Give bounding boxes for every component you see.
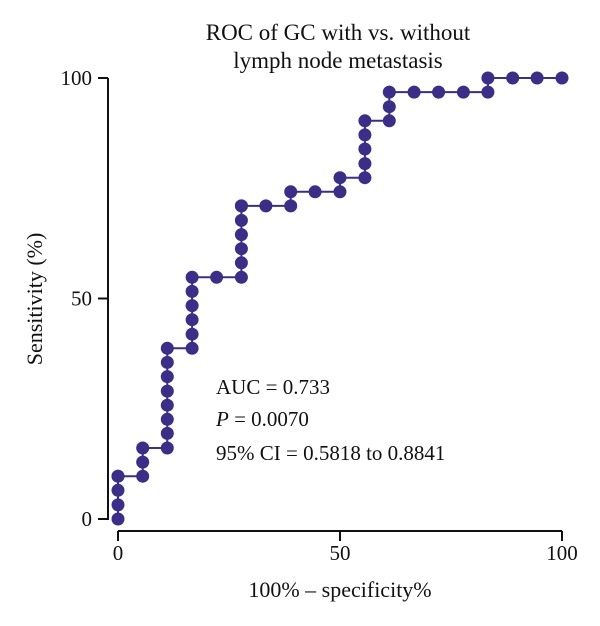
roc-point — [308, 185, 322, 199]
roc-point — [111, 512, 125, 526]
roc-point — [259, 199, 273, 213]
roc-point — [358, 157, 372, 171]
roc-point — [382, 85, 396, 99]
roc-point — [506, 71, 520, 85]
roc-point — [481, 85, 495, 99]
roc-point — [234, 242, 248, 256]
roc-point — [382, 100, 396, 114]
roc-point — [185, 341, 199, 355]
roc-point — [160, 355, 174, 369]
roc-point — [234, 270, 248, 284]
roc-point — [234, 199, 248, 213]
roc-point — [333, 185, 347, 199]
roc-point — [185, 313, 199, 327]
roc-point — [284, 185, 298, 199]
roc-points — [111, 71, 569, 526]
roc-point — [160, 412, 174, 426]
roc-point — [136, 469, 150, 483]
axis-ticks: 0 50 100 0 50 100 — [61, 66, 578, 565]
roc-point — [111, 498, 125, 512]
roc-point — [481, 71, 495, 85]
roc-point — [234, 228, 248, 242]
x-tick-label: 0 — [113, 541, 124, 565]
roc-point — [382, 114, 396, 128]
roc-point — [160, 370, 174, 384]
x-tick-label: 50 — [330, 541, 351, 565]
x-tick-label: 100 — [546, 541, 578, 565]
y-tick-label: 100 — [61, 66, 93, 90]
roc-point — [284, 199, 298, 213]
roc-point — [234, 213, 248, 227]
roc-point — [530, 71, 544, 85]
roc-point — [555, 71, 569, 85]
roc-point — [456, 85, 470, 99]
roc-point — [333, 171, 347, 185]
roc-point — [407, 85, 421, 99]
chart-title-line-1: ROC of GC with vs. without — [206, 20, 471, 45]
annotation-p-value: P = 0.0070 — [215, 407, 309, 431]
roc-point — [185, 299, 199, 313]
roc-point — [136, 441, 150, 455]
chart-title-line-2: lymph node metastasis — [233, 48, 443, 73]
roc-point — [160, 384, 174, 398]
roc-point — [111, 469, 125, 483]
roc-point — [160, 426, 174, 440]
roc-point — [160, 341, 174, 355]
roc-point — [358, 128, 372, 142]
annotation-auc: AUC = 0.733 — [216, 375, 330, 399]
roc-point — [358, 114, 372, 128]
roc-point — [136, 455, 150, 469]
roc-point — [432, 85, 446, 99]
x-axis-label: 100% – specificity% — [248, 577, 431, 602]
roc-point — [185, 327, 199, 341]
roc-point — [234, 256, 248, 270]
roc-point — [358, 142, 372, 156]
y-tick-label: 50 — [71, 287, 92, 311]
roc-point — [160, 398, 174, 412]
annotation-confidence-interval: 95% CI = 0.5818 to 0.8841 — [216, 441, 445, 465]
roc-point — [185, 284, 199, 298]
y-axis-label: Sensitivity (%) — [22, 233, 47, 366]
stats-annotations: AUC = 0.733 P = 0.0070 95% CI = 0.5818 t… — [215, 375, 445, 465]
roc-point — [358, 171, 372, 185]
roc-point — [185, 270, 199, 284]
roc-point — [111, 483, 125, 497]
roc-point — [160, 441, 174, 455]
roc-point — [210, 270, 224, 284]
y-tick-label: 0 — [82, 507, 93, 531]
